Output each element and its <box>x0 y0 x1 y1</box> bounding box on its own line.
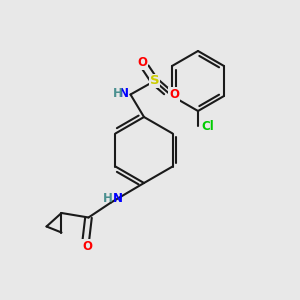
Text: O: O <box>169 88 179 101</box>
Text: Cl: Cl <box>201 119 214 133</box>
Text: H: H <box>103 192 113 206</box>
Text: H: H <box>113 87 123 101</box>
Text: S: S <box>150 74 159 88</box>
Text: O: O <box>82 239 92 253</box>
Text: O: O <box>137 56 148 70</box>
Text: N: N <box>119 87 129 101</box>
Text: N: N <box>112 192 122 206</box>
